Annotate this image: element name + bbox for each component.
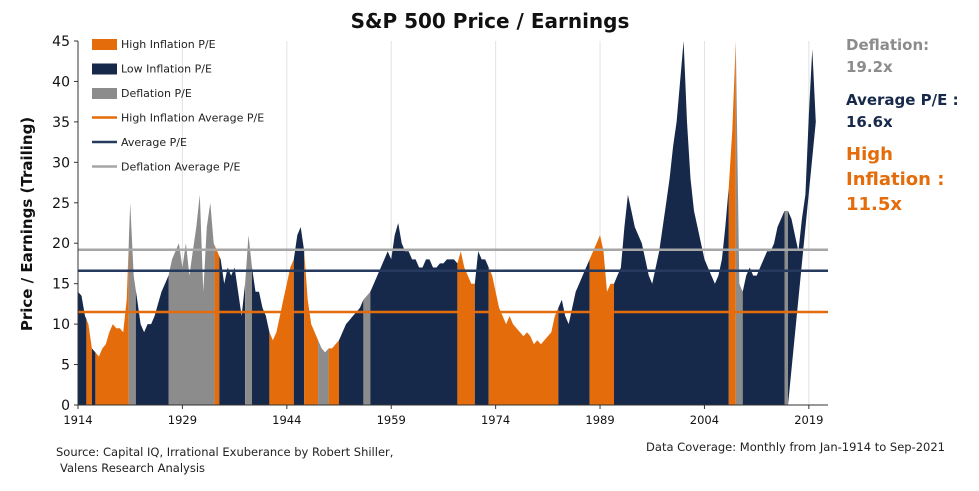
average-label: Average P/E : xyxy=(846,91,959,109)
high-inflation-label-2: Inflation : xyxy=(846,169,944,190)
legend-label: Deflation Average P/E xyxy=(121,161,240,174)
legend-label: Deflation P/E xyxy=(121,87,192,100)
legend-label: Average P/E xyxy=(121,136,187,149)
x-tick-label: 1974 xyxy=(481,413,510,427)
area-high-inflation xyxy=(589,235,614,405)
x-tick-label: 1929 xyxy=(168,413,197,427)
area-high-inflation xyxy=(269,259,294,405)
area-low-inflation xyxy=(474,251,489,405)
area-deflation xyxy=(168,194,215,405)
legend: High Inflation P/E Low Inflation P/E Defla… xyxy=(92,38,264,174)
area-deflation xyxy=(245,235,252,405)
area-low-inflation xyxy=(742,210,785,405)
area-high-inflation xyxy=(86,319,92,405)
grid xyxy=(77,41,810,405)
area-low-inflation xyxy=(91,348,96,405)
area-low-inflation xyxy=(252,267,270,405)
y-tick-label: 35 xyxy=(52,115,70,131)
y-tick-label: 30 xyxy=(52,155,70,171)
y-tick-label: 40 xyxy=(52,74,70,90)
legend-swatch xyxy=(92,39,117,50)
average-value: 16.6x xyxy=(846,113,893,131)
x-tick-label: 2004 xyxy=(690,413,719,427)
y-tick-label: 25 xyxy=(52,196,70,212)
source-line-2: Valens Research Analysis xyxy=(60,461,205,475)
high-inflation-label-1: High xyxy=(846,144,893,165)
y-tick-label: 5 xyxy=(61,358,70,374)
area-deflation xyxy=(318,340,329,405)
legend-swatch xyxy=(92,63,117,75)
x-tick-label: 1944 xyxy=(272,413,301,427)
area-high-inflation xyxy=(728,41,736,405)
deflation-value: 19.2x xyxy=(846,58,893,76)
footer: Source: Capital IQ, Irrational Exuberanc… xyxy=(56,440,945,475)
data-coverage: Data Coverage: Monthly from Jan-1914 to … xyxy=(646,440,945,454)
area-low-inflation xyxy=(558,259,590,405)
legend-label: High Inflation Average P/E xyxy=(121,112,264,125)
area-high-inflation xyxy=(488,267,559,405)
y-tick-label: 0 xyxy=(61,398,70,414)
plot-area xyxy=(78,41,816,405)
area-high-inflation xyxy=(457,251,475,405)
x-tick-label: 1914 xyxy=(63,413,92,427)
y-tick-label: 10 xyxy=(52,317,70,333)
axes: 0 5 10 15 20 25 30 35 40 45 1914 1929 1944 1959 1974 19… xyxy=(52,34,828,427)
area-deflation xyxy=(363,291,371,405)
area-high-inflation xyxy=(328,340,339,405)
x-tick-label: 1989 xyxy=(585,413,614,427)
area-low-inflation xyxy=(135,275,169,405)
legend-label: High Inflation P/E xyxy=(121,38,216,51)
area-low-inflation xyxy=(293,227,305,405)
high-inflation-value: 11.5x xyxy=(846,194,902,215)
x-tick-label: 2019 xyxy=(794,413,823,427)
area-low-inflation xyxy=(339,299,364,405)
area-low-inflation xyxy=(219,256,246,405)
y-tick-label: 20 xyxy=(52,236,70,252)
area-low-inflation xyxy=(614,41,729,405)
legend-label: Low Inflation P/E xyxy=(121,63,212,76)
area-low-inflation xyxy=(370,223,458,405)
area-high-inflation xyxy=(95,241,129,405)
y-axis-label: Price / Earnings (Trailing) xyxy=(18,117,36,331)
chart-title: S&P 500 Price / Earnings xyxy=(351,9,630,33)
x-tick-label: 1959 xyxy=(377,413,406,427)
side-annotations: Deflation: 19.2x Average P/E : 16.6x Hig… xyxy=(846,36,959,215)
deflation-label: Deflation: xyxy=(846,36,929,54)
area-low-inflation xyxy=(78,291,87,405)
reference-lines xyxy=(78,248,828,314)
y-tick-label: 15 xyxy=(52,277,70,293)
y-tick-label: 45 xyxy=(52,34,70,50)
area-low-inflation xyxy=(788,49,816,405)
area-high-inflation xyxy=(214,244,220,405)
area-deflation xyxy=(735,41,743,405)
area-deflation xyxy=(128,202,136,405)
area-high-inflation xyxy=(304,251,319,405)
source-line-1: Source: Capital IQ, Irrational Exuberanc… xyxy=(56,445,393,459)
legend-swatch xyxy=(92,88,117,99)
area-deflation xyxy=(784,210,788,405)
